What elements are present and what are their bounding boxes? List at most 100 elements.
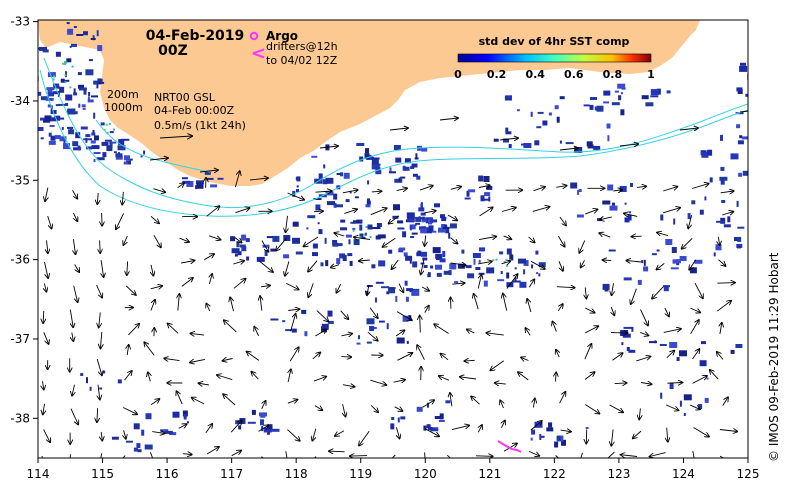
sst-patch — [625, 217, 630, 222]
sst-patch — [74, 88, 76, 93]
sst-patch — [700, 360, 707, 366]
sst-patch — [372, 159, 379, 164]
sst-patch — [378, 260, 385, 266]
current-vector — [611, 333, 628, 334]
sst-patch-warm — [72, 66, 74, 68]
sst-patch — [22, 53, 29, 56]
sst-patch — [22, 73, 30, 76]
sst-patch — [474, 259, 476, 265]
sst-patch — [412, 164, 418, 168]
sst-patch — [241, 235, 246, 241]
sst-patch — [70, 127, 72, 130]
sst-patch — [536, 272, 538, 274]
sst-patch — [590, 97, 597, 100]
sst-patch — [404, 252, 408, 256]
sst-patch — [267, 236, 273, 238]
sst-patch — [297, 185, 299, 187]
x-tick-label: 117 — [220, 467, 243, 481]
sst-patch — [328, 321, 334, 324]
sst-patch — [315, 205, 320, 211]
sst-patch — [292, 238, 300, 244]
sst-patch — [85, 69, 93, 75]
sst-patch — [720, 135, 723, 141]
sst-patch — [607, 185, 613, 191]
sst-patch — [375, 298, 377, 303]
sst-patch — [531, 430, 535, 435]
sst-patch — [386, 291, 389, 294]
sst-patch — [481, 199, 489, 201]
sst-patch — [731, 350, 735, 354]
sst-patch — [88, 99, 94, 102]
sst-patch — [479, 273, 485, 275]
sst-patch — [110, 143, 113, 148]
sst-patch — [546, 427, 553, 431]
sst-patch — [468, 189, 475, 192]
sst-patch — [716, 244, 722, 250]
sst-patch — [246, 257, 249, 261]
sst-patch — [424, 265, 428, 268]
sst-patch — [366, 204, 371, 207]
sst-patch — [740, 63, 746, 66]
y-tick-label: -34 — [10, 94, 30, 108]
sst-patch — [378, 234, 386, 238]
sst-patch — [644, 260, 646, 266]
sst-patch — [638, 280, 642, 285]
sst-patch — [465, 198, 471, 200]
sst-patch — [410, 236, 414, 238]
sst-patch — [236, 241, 239, 247]
sst-patch — [407, 212, 415, 218]
sst-patch — [397, 338, 405, 344]
current-vector — [341, 357, 351, 358]
sst-patch — [272, 429, 280, 432]
sst-patch — [499, 251, 503, 254]
y-tick-label: -37 — [10, 332, 30, 346]
sst-patch — [0, 47, 3, 49]
sst-patch — [306, 227, 308, 229]
sst-patch — [0, 45, 4, 51]
sst-patch — [415, 158, 419, 160]
sst-patch — [643, 266, 648, 271]
sst-patch — [367, 342, 372, 344]
sst-patch — [417, 251, 421, 253]
sst-patch — [690, 267, 697, 273]
sst-patch — [282, 320, 285, 322]
sst-patch — [110, 131, 114, 133]
sst-patch — [535, 251, 538, 255]
sst-patch — [182, 177, 188, 179]
sst-patch — [270, 319, 278, 321]
sst-patch — [343, 255, 347, 261]
sst-patch — [405, 281, 408, 286]
sst-patch — [394, 179, 402, 183]
sst-patch — [235, 254, 238, 257]
colorbar-tick-label: 0 — [454, 68, 462, 81]
sst-patch — [625, 203, 627, 205]
sst-patch — [651, 89, 659, 95]
sst-patch — [91, 95, 98, 97]
sst-patch-warm — [366, 226, 368, 228]
sst-patch — [406, 297, 409, 302]
sst-patch — [716, 221, 724, 223]
sst-patch — [246, 238, 250, 242]
sst-patch — [138, 449, 142, 452]
sst-patch — [367, 318, 375, 324]
sst-patch — [448, 233, 450, 239]
sst-patch — [321, 262, 324, 266]
sst-patch — [443, 227, 450, 229]
sst-patch — [327, 201, 335, 205]
sst-patch — [654, 340, 656, 343]
sst-patch — [390, 423, 394, 429]
sst-patch — [437, 273, 442, 277]
sst-patch — [736, 87, 742, 91]
sst-patch — [737, 237, 741, 242]
sst-patch — [631, 327, 633, 332]
sst-patch — [70, 46, 72, 48]
sst-patch — [260, 419, 264, 425]
sst-patch — [433, 247, 441, 253]
sst-patch — [61, 79, 65, 83]
sst-patch — [721, 200, 725, 203]
sst-patch — [105, 140, 112, 142]
sst-patch — [377, 223, 382, 227]
sst-patch — [78, 72, 82, 75]
sst-patch — [560, 96, 565, 99]
sst-patch — [738, 173, 742, 177]
